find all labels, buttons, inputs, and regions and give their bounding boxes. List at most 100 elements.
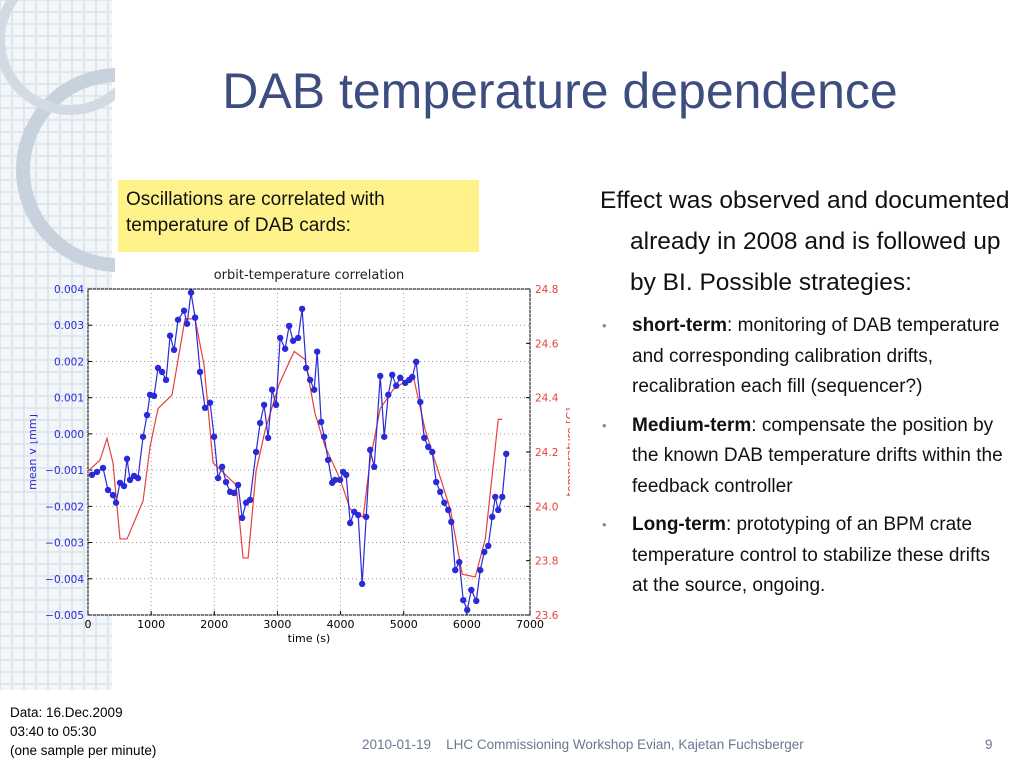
point <box>503 450 510 458</box>
point <box>417 398 424 406</box>
point <box>306 376 314 384</box>
point <box>246 496 254 504</box>
point <box>346 519 354 527</box>
point <box>298 305 306 313</box>
point <box>289 337 297 344</box>
point <box>139 433 147 440</box>
point <box>218 463 226 471</box>
point <box>437 488 444 496</box>
point <box>452 566 459 574</box>
footer: 2010-01-19 LHC Commissioning Workshop Ev… <box>362 737 804 752</box>
bullet-text: : monitoring of DAB temperature and corr… <box>632 315 1000 397</box>
point <box>276 334 284 342</box>
x-tick-label: 4000 <box>327 618 355 631</box>
y-tick-label: 0.001 <box>54 393 84 405</box>
point <box>196 368 204 376</box>
y2-tick-label: 24.0 <box>535 501 558 513</box>
point <box>162 376 170 384</box>
point <box>313 348 321 355</box>
y-tick-label: 0.004 <box>54 284 84 296</box>
bullet: Long-term: prototyping of an BPM crate t… <box>600 510 1010 602</box>
point <box>99 464 107 472</box>
x-tick-label: 0 <box>85 618 92 631</box>
point <box>302 364 310 372</box>
point <box>358 580 366 588</box>
point <box>429 448 436 456</box>
point <box>174 316 182 323</box>
point <box>206 399 214 406</box>
y2-tick-label: 24.4 <box>535 393 559 405</box>
point <box>285 322 293 330</box>
point <box>468 586 475 594</box>
point <box>180 307 188 314</box>
y-tick-label: −0.005 <box>45 610 84 622</box>
point <box>389 371 396 379</box>
bullet-text: : prototyping of an BPM crate temperatur… <box>632 514 991 596</box>
bullet-list: short-term: monitoring of DAB temperatur… <box>600 311 1010 602</box>
slide-title: DAB temperature dependence <box>222 63 898 119</box>
point <box>366 446 374 454</box>
bullet-term: short-term <box>632 315 728 336</box>
point <box>170 346 178 354</box>
point <box>281 345 289 352</box>
point <box>134 474 142 482</box>
y2-tick-label: 24.6 <box>535 338 559 350</box>
y-tick-label: −0.004 <box>45 574 84 586</box>
y2-tick-label: 24.2 <box>535 447 558 459</box>
point <box>166 332 174 339</box>
point <box>421 434 428 442</box>
point <box>93 468 101 476</box>
point <box>158 368 166 376</box>
y2-tick-label: 23.6 <box>535 610 559 622</box>
point <box>377 372 384 380</box>
text-body: Effect was observed and documented alrea… <box>600 180 1010 602</box>
point <box>499 493 506 501</box>
bullet-term: Long-term <box>632 514 726 535</box>
point <box>260 401 268 409</box>
x-tick-label: 1000 <box>137 618 165 631</box>
x-tick-label: 6000 <box>453 618 481 631</box>
note-line: Data: 16.Dec.2009 <box>10 705 123 720</box>
point <box>413 358 420 366</box>
y2-axis-label: temperature [C] <box>564 408 570 497</box>
x-tick-label: 7000 <box>516 618 544 631</box>
point <box>464 606 471 614</box>
point <box>473 597 480 605</box>
point <box>397 374 404 381</box>
point <box>381 433 388 440</box>
point <box>342 471 350 479</box>
y-tick-label: −0.003 <box>45 538 84 550</box>
point <box>477 566 484 574</box>
footer-event: LHC Commissioning Workshop Evian, Kajeta… <box>446 737 804 752</box>
point <box>234 481 242 489</box>
point <box>264 434 272 442</box>
point <box>320 433 328 440</box>
x-tick-label: 2000 <box>200 618 228 631</box>
x-tick-label: 3000 <box>263 618 291 631</box>
point <box>445 506 452 514</box>
x-axis-label: time (s) <box>288 632 331 645</box>
y2-tick-label: 24.8 <box>535 284 558 296</box>
point <box>154 364 162 372</box>
page-number: 9 <box>985 737 993 752</box>
y-axis-label: mean V [mm] <box>30 414 39 490</box>
point <box>310 386 318 393</box>
y2-tick-label: 23.8 <box>535 556 558 568</box>
point <box>441 499 448 506</box>
point <box>214 474 222 482</box>
bullet-term: Medium-term <box>632 414 752 436</box>
callout: Oscillations are correlated with tempera… <box>118 180 479 252</box>
point <box>187 289 195 296</box>
point <box>123 455 131 463</box>
point <box>268 386 276 393</box>
note-line: (one sample per minute) <box>10 743 157 758</box>
plot-area <box>87 288 531 616</box>
point <box>191 314 199 321</box>
point <box>460 596 467 604</box>
point <box>331 476 339 484</box>
point <box>183 320 191 327</box>
point <box>409 373 416 381</box>
point <box>489 513 496 521</box>
point <box>150 392 158 400</box>
